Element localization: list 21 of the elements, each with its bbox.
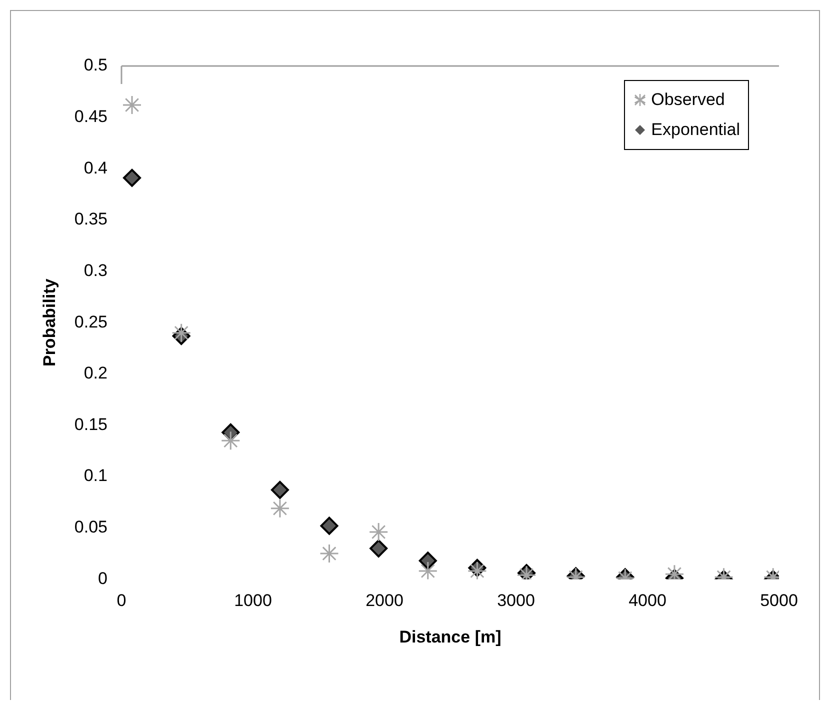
y-tick-label: 0.05 [74,518,108,537]
y-tick-label: 0.2 [84,364,108,383]
y-tick-label: 0.5 [84,56,108,75]
x-tick-label: 4000 [628,591,666,610]
x-axis-title: Distance [m] [399,627,502,646]
y-tick-label: 0.3 [84,260,108,280]
x-tick-label: 0 [116,591,126,610]
y-tick-label: 0.4 [84,158,108,178]
x-tick-label: 5000 [760,591,798,610]
y-tick-label: 0 [98,568,108,588]
y-tick-label: 0.35 [74,210,108,229]
y-tick-label: 0.1 [84,466,108,486]
legend-label: Observed [651,90,725,110]
y-tick-label: 0.15 [74,414,108,434]
legend-label: Exponential [651,120,740,140]
x-tick-label: 1000 [234,591,272,610]
x-tick-label: 3000 [497,591,535,610]
y-axis-title: Probability [40,278,59,367]
y-tick-label: 0.45 [74,107,108,126]
y-tick-label: 0.25 [74,312,108,332]
x-tick-label: 2000 [366,591,404,610]
